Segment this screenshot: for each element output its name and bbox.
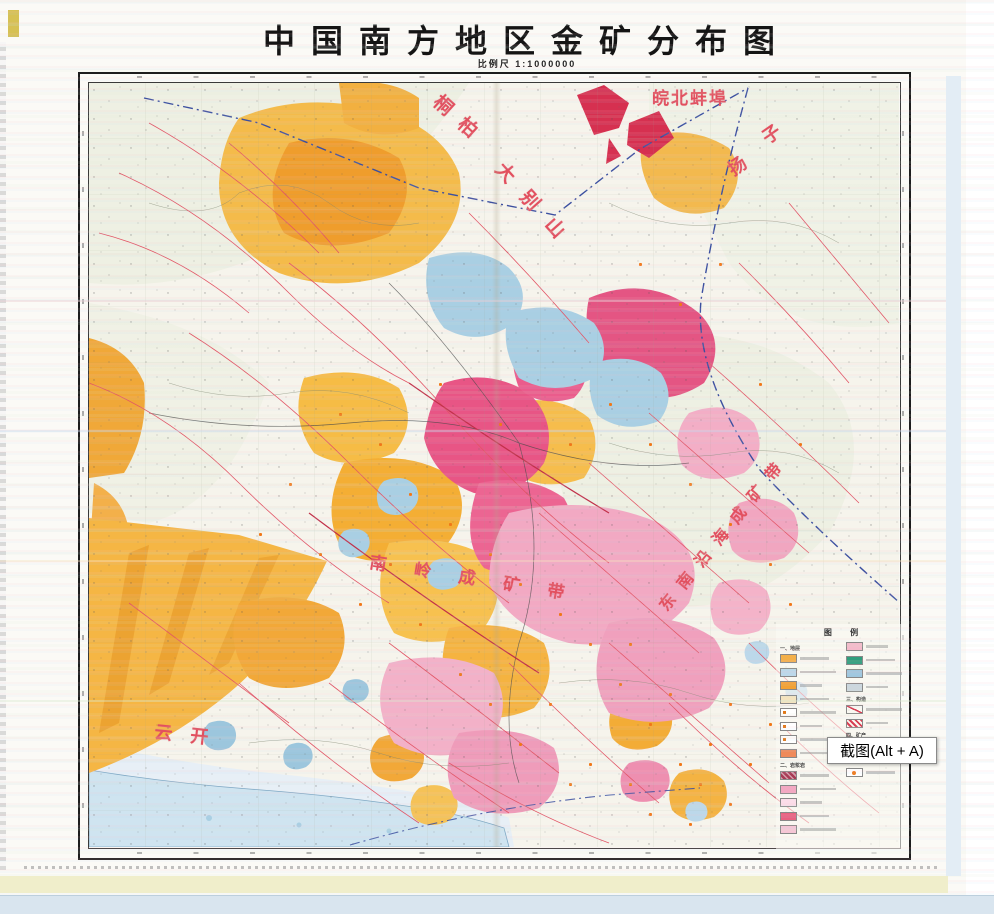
legend-swatch [780, 811, 797, 821]
graticule-ticks-bottom [89, 852, 899, 854]
legend-label-smudge [866, 721, 888, 725]
legend-swatch [846, 705, 863, 714]
legend-label-smudge [866, 685, 888, 689]
legend-column-left: 一、地层 二、岩浆岩 [780, 642, 838, 839]
legend-item [780, 654, 838, 663]
scale-label: 比例尺 [477, 59, 511, 69]
legend-section-header: 三、构造 [846, 697, 867, 703]
legend-swatch [780, 798, 797, 807]
legend-item [846, 718, 904, 728]
legend-swatch [780, 825, 797, 834]
map-frame-outer [78, 72, 911, 860]
legend-swatch [846, 718, 863, 728]
legend-swatch-mark [783, 738, 786, 741]
legend-swatch [846, 642, 863, 651]
bottom-yellow-strip [0, 876, 948, 893]
legend-swatch [780, 721, 797, 731]
boundary-dashdot [143, 87, 899, 846]
legend-swatch [780, 667, 797, 677]
legend-label-smudge [800, 814, 829, 818]
legend-swatch-mark [783, 724, 786, 728]
scale-value: 1:1000000 [515, 59, 577, 69]
map-speckle [89, 83, 899, 847]
graticule-ticks-right [902, 83, 904, 847]
legend-label-smudge [800, 774, 829, 777]
legend-swatch [846, 655, 863, 665]
legend-label-smudge [866, 771, 895, 774]
geologic-map-canvas [89, 83, 899, 847]
legend-swatch [780, 784, 797, 794]
legend-label-smudge [866, 672, 902, 675]
right-blue-strip [946, 76, 961, 876]
legend-swatch [780, 708, 797, 717]
legend-section-header: 四、矿产 [846, 733, 867, 739]
legend-item [846, 642, 904, 651]
map-scale: 比例尺 1:1000000 [262, 57, 792, 70]
graticule-ticks-top [89, 76, 899, 78]
paper-torn-edge-bottom [24, 866, 940, 869]
legend-swatch [846, 669, 863, 678]
screenshot-tooltip-text: 截图(Alt + A) [840, 743, 924, 760]
legend-swatch [846, 682, 863, 692]
map-title: 中国南方地区金矿分布图 [262, 23, 791, 59]
legend-item [780, 748, 838, 758]
legend-swatch [780, 654, 797, 663]
legend-title: 图 例 [823, 628, 867, 637]
legend-label-smudge [800, 828, 836, 831]
legend-item [846, 705, 904, 714]
legend-item [780, 811, 838, 821]
legend-label-smudge [800, 670, 836, 674]
bottom-blue-strip [0, 895, 994, 914]
legend-item [846, 768, 904, 777]
legend-label-smudge [800, 697, 829, 701]
legend-swatch [780, 694, 797, 704]
legend-item [780, 667, 838, 677]
legend-label-smudge [800, 738, 829, 741]
legend-label-smudge [866, 645, 888, 648]
legend-item [780, 721, 838, 731]
scan-corner-mark [8, 10, 19, 37]
legend-item [780, 735, 838, 744]
legend-label-smudge [800, 684, 822, 687]
legend-item [780, 798, 838, 807]
legend-section-header: 一、地层 [780, 646, 801, 652]
legend-label-smudge [866, 708, 902, 711]
legend-swatch-mark [783, 711, 786, 714]
legend-item [780, 825, 838, 834]
legend-item [780, 784, 838, 794]
legend-swatch [780, 771, 797, 780]
legend-label-smudge [800, 787, 836, 791]
legend-item [780, 694, 838, 704]
legend-label-smudge [800, 751, 836, 755]
graticule-ticks-left [82, 83, 84, 847]
legend-item [780, 771, 838, 780]
legend-item [846, 682, 904, 692]
map-frame-inner [88, 82, 901, 849]
legend-section-header: 二、岩浆岩 [780, 763, 806, 769]
legend-label-smudge [800, 657, 829, 660]
legend-item [846, 655, 904, 665]
screenshot-tooltip: 截图(Alt + A) [827, 737, 937, 764]
legend-swatch [780, 735, 797, 744]
paper-torn-edge-left [0, 42, 6, 870]
legend-swatch [780, 681, 797, 690]
legend-label-smudge [800, 801, 822, 804]
legend-deposit-symbol [852, 770, 856, 775]
legend-label-smudge [866, 658, 895, 662]
legend-label-smudge [800, 711, 836, 714]
legend-item [846, 669, 904, 678]
legend-swatch [846, 768, 863, 777]
legend-label-smudge [800, 724, 822, 728]
legend-item [780, 708, 838, 717]
legend-item [780, 681, 838, 690]
legend-swatch [780, 748, 797, 758]
